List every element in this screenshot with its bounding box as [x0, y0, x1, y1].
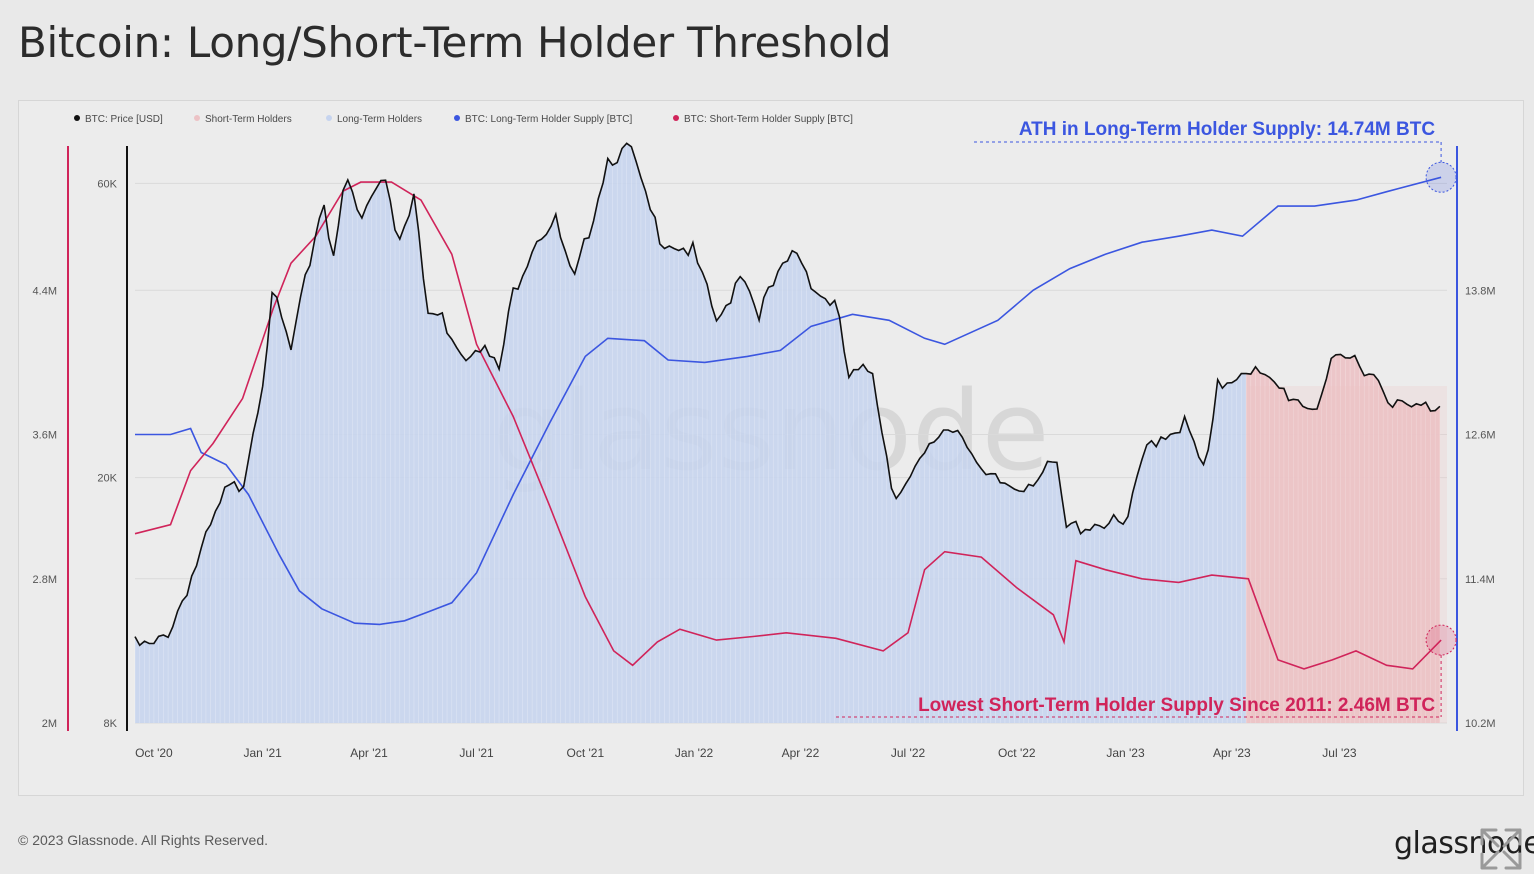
price-axis-tick: 8K	[104, 718, 118, 730]
legend-swatch	[194, 115, 200, 121]
legend-swatch	[326, 115, 332, 121]
glassnode-logo: glassnode	[1394, 826, 1534, 861]
annotations: ATH in Long-Term Holder Supply: 14.74M B…	[836, 119, 1457, 718]
legend-label: Long-Term Holders	[337, 114, 422, 125]
page-title: Bitcoin: Long/Short-Term Holder Threshol…	[18, 18, 892, 67]
legend-swatch	[454, 115, 460, 121]
x-axis-tick: Apr '21	[350, 746, 388, 760]
legend-label: BTC: Short-Term Holder Supply [BTC]	[684, 114, 853, 125]
sth-axis-tick: 4.4M	[33, 285, 57, 297]
x-axis-tick: Apr '23	[1213, 746, 1251, 760]
low-annotation: Lowest Short-Term Holder Supply Since 20…	[918, 695, 1435, 716]
x-axis-tick: Oct '20	[135, 746, 173, 760]
lth-axis-tick: 12.6M	[1465, 430, 1496, 442]
axes: 2M 2.8M 3.6M 4.4M 8K 20K 60K 10.2M 11.4M 12.6M 13.…	[33, 146, 1496, 760]
low-marker	[1425, 624, 1457, 656]
lth-axis-tick: 11.4M	[1465, 574, 1495, 586]
chart-legend: BTC: Price [USD] Short-Term Holders Long-T…	[74, 114, 853, 125]
copyright-text: © 2023 Glassnode. All Rights Reserved.	[18, 832, 269, 848]
x-axis-tick: Jul '23	[1322, 746, 1357, 760]
x-axis-tick: Jan '23	[1106, 746, 1145, 760]
sth-supply-line	[134, 181, 1442, 670]
sth-region	[1248, 386, 1447, 723]
sth-axis-tick: 2M	[42, 718, 57, 730]
x-axis-tick: Jul '22	[891, 746, 926, 760]
lth-band-area	[135, 143, 1247, 724]
sth-band-area	[1246, 354, 1440, 723]
sth-axis-tick: 2.8M	[33, 574, 57, 586]
x-axis-tick: Jul '21	[459, 746, 494, 760]
legend-label: BTC: Long-Term Holder Supply [BTC]	[465, 114, 633, 125]
expand-icon[interactable]	[1478, 826, 1524, 872]
ath-marker	[1425, 161, 1457, 193]
x-axis-tick: Oct '22	[998, 746, 1036, 760]
legend-label: Short-Term Holders	[205, 114, 292, 125]
legend-swatch	[74, 115, 80, 121]
chart-panel: BTC: Price [USD] Short-Term Holders Long-T…	[18, 100, 1524, 796]
legend-label: BTC: Price [USD]	[85, 114, 163, 125]
holder-bands	[134, 143, 1447, 724]
series-lines	[134, 142, 1442, 670]
price-axis-tick: 20K	[97, 473, 117, 485]
x-axis-tick: Apr '22	[782, 746, 820, 760]
lth-axis-tick: 10.2M	[1465, 718, 1496, 730]
sth-axis-tick: 3.6M	[33, 430, 57, 442]
x-axis-tick: Jan '21	[243, 746, 282, 760]
price-axis-tick: 60K	[97, 178, 117, 190]
lth-supply-line	[135, 176, 1442, 626]
price-line	[134, 142, 1441, 647]
x-axis-tick: Jan '22	[675, 746, 714, 760]
chart-canvas: BTC: Price [USD] Short-Term Holders Long-T…	[33, 114, 1496, 760]
lth-axis-tick: 13.8M	[1465, 285, 1496, 297]
legend-swatch	[673, 115, 679, 121]
x-axis-tick: Oct '21	[567, 746, 605, 760]
ath-annotation: ATH in Long-Term Holder Supply: 14.74M B…	[1019, 119, 1436, 140]
